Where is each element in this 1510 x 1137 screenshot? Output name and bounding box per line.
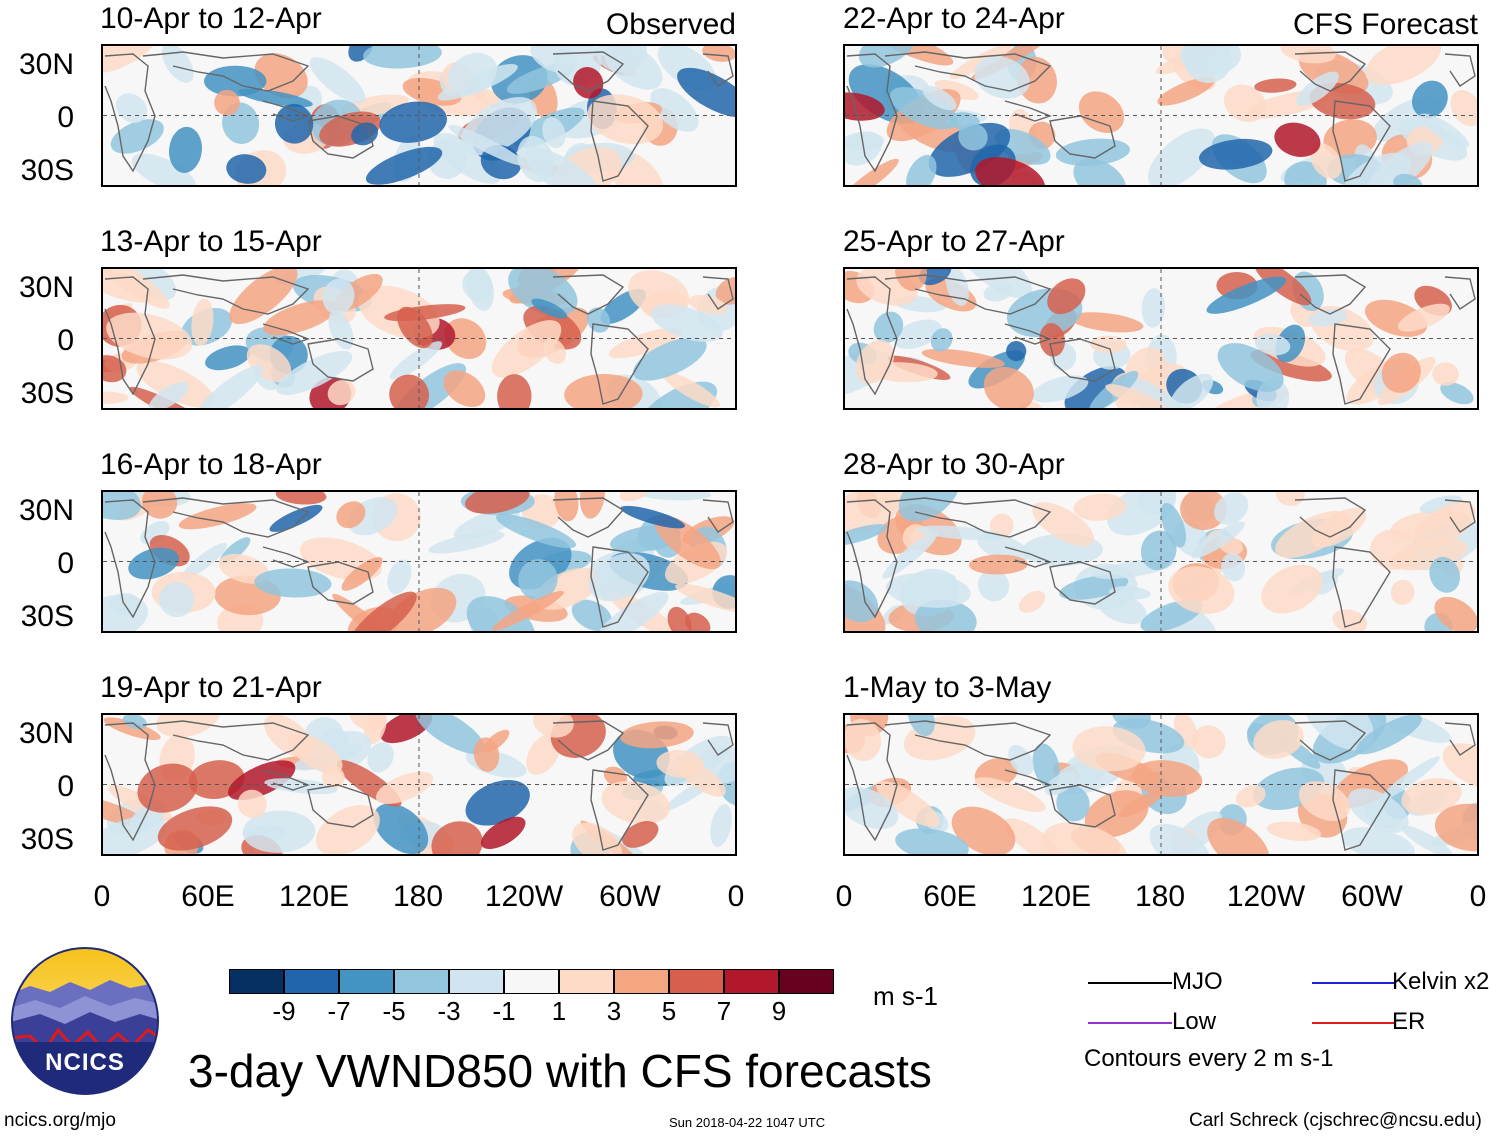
lon-label-60e: 60E [923, 880, 977, 913]
colorbar-swatch [724, 969, 779, 994]
main-title: 3-day VWND850 with CFS forecasts [188, 1045, 932, 1097]
lat-label-30s: 30S [20, 377, 74, 410]
lon-label-180: 180 [1134, 880, 1186, 913]
lon-label-60w: 60W [599, 880, 661, 913]
colorbar-swatch [284, 969, 339, 994]
map-panel-8 [843, 713, 1479, 856]
lon-label-0: 0 [93, 880, 111, 913]
map-panel-5 [843, 44, 1479, 187]
lon-label-120e: 120E [278, 880, 350, 913]
colorbar-swatch [779, 969, 834, 994]
colorbar-tick-label: 7 [716, 996, 732, 1026]
panel-title-8: 1-May to 3-May [843, 671, 1052, 704]
ncics-logo: NCICS [10, 946, 160, 1096]
map-panel-1 [101, 44, 737, 187]
lon-label-180: 180 [392, 880, 444, 913]
logo-text: NCICS [45, 1049, 125, 1076]
er-legend-label: ER [1392, 1008, 1426, 1035]
lat-label-eq: 0 [57, 324, 74, 357]
colorbar [229, 969, 834, 994]
mjo-legend-label: MJO [1172, 968, 1223, 995]
lat-label-eq: 0 [57, 547, 74, 580]
er-legend-line [1312, 1022, 1396, 1024]
colorbar-tick-label: 1 [551, 996, 567, 1026]
footer-timestamp: Sun 2018-04-22 1047 UTC [669, 1115, 826, 1130]
colorbar-tick-label: 5 [661, 996, 677, 1026]
lat-label-30n: 30N [18, 494, 74, 527]
footer-url[interactable]: ncics.org/mjo [4, 1110, 116, 1131]
lon-label-120w: 120W [1226, 880, 1306, 913]
observed-label: Observed [605, 8, 736, 41]
panel-title-4: 19-Apr to 21-Apr [100, 671, 322, 704]
map-panel-4 [101, 713, 737, 856]
contour-note: Contours every 2 m s-1 [1084, 1045, 1334, 1072]
colorbar-swatch [449, 969, 504, 994]
map-panel-2 [101, 267, 737, 410]
lon-label-60w: 60W [1341, 880, 1403, 913]
colorbar-units: m s-1 [873, 981, 938, 1011]
map-panel-7 [843, 490, 1479, 633]
panel-title-1: 10-Apr to 12-Apr [100, 2, 322, 35]
cfs-forecast-label: CFS Forecast [1292, 8, 1478, 41]
colorbar-swatch [504, 969, 559, 994]
lon-label-120e: 120E [1020, 880, 1092, 913]
colorbar-swatch [559, 969, 614, 994]
kelvin-legend-line [1312, 982, 1396, 984]
lon-label-360: 0 [1469, 880, 1487, 913]
colorbar-swatch [669, 969, 724, 994]
panel-title-7: 28-Apr to 30-Apr [843, 448, 1065, 481]
colorbar-swatch [394, 969, 449, 994]
mjo-legend-line [1088, 982, 1172, 984]
low-legend-line [1088, 1022, 1172, 1024]
colorbar-tick-label: -5 [382, 996, 406, 1026]
lat-label-30n: 30N [18, 48, 74, 81]
footer-author[interactable]: Carl Schreck (cjschrec@ncsu.edu) [1189, 1110, 1482, 1131]
lat-label-eq: 0 [57, 101, 74, 134]
panel-title-3: 16-Apr to 18-Apr [100, 448, 322, 481]
colorbar-tick-label: 9 [771, 996, 787, 1026]
map-panel-3 [101, 490, 737, 633]
colorbar-swatch [229, 969, 284, 994]
lon-label-360: 0 [727, 880, 745, 913]
map-panel-6 [843, 267, 1479, 410]
colorbar-tick-label: -1 [492, 996, 516, 1026]
lat-label-eq: 0 [57, 770, 74, 803]
lon-label-0: 0 [835, 880, 853, 913]
lat-label-30s: 30S [20, 154, 74, 187]
panel-title-6: 25-Apr to 27-Apr [843, 225, 1065, 258]
colorbar-swatch [339, 969, 394, 994]
lon-label-120w: 120W [484, 880, 564, 913]
lon-label-60e: 60E [181, 880, 235, 913]
kelvin-legend-label: Kelvin x2 [1392, 968, 1490, 995]
lat-label-30n: 30N [18, 717, 74, 750]
colorbar-tick-label: -9 [272, 996, 296, 1026]
lat-label-30s: 30S [20, 600, 74, 633]
panel-title-2: 13-Apr to 15-Apr [100, 225, 322, 258]
low-legend-label: Low [1172, 1008, 1217, 1035]
lat-label-30s: 30S [20, 823, 74, 856]
panel-title-5: 22-Apr to 24-Apr [843, 2, 1065, 35]
colorbar-tick-label: -7 [327, 996, 351, 1026]
colorbar-tick-label: 3 [606, 996, 622, 1026]
colorbar-tick-label: -3 [437, 996, 461, 1026]
colorbar-swatch [614, 969, 669, 994]
lat-label-30n: 30N [18, 271, 74, 304]
